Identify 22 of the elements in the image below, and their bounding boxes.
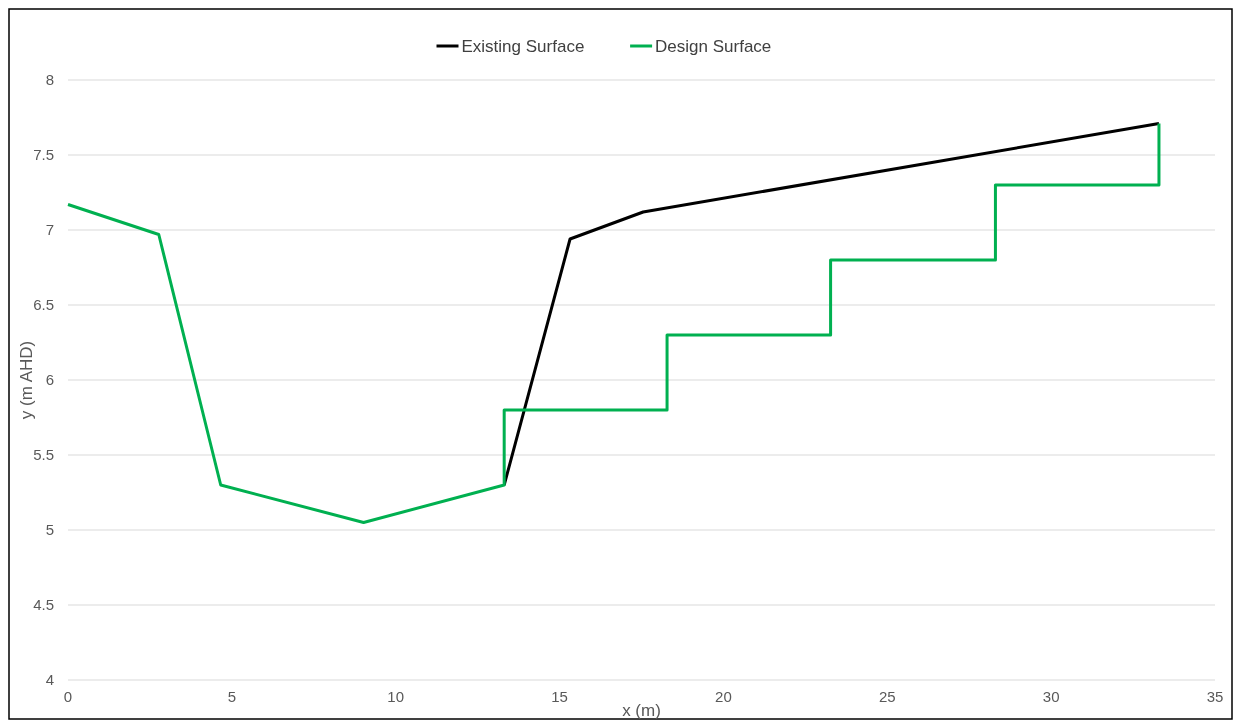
x-tick-label: 30 (1042, 688, 1060, 705)
line-series (66, 122, 1161, 524)
legend-label: Design Surface (655, 36, 772, 56)
y-tick-label: 6.5 (33, 296, 54, 314)
y-tick-label: 6 (45, 371, 54, 389)
x-tick-label: 0 (63, 688, 73, 705)
y-tick-label: 4.5 (33, 596, 54, 614)
x-tick-label: 15 (551, 688, 568, 705)
x-tick-label: 5 (227, 688, 237, 705)
y-tick-label: 7.5 (33, 146, 54, 164)
y-tick-label: 5 (45, 521, 54, 539)
y-axis-title: y (m AHD) (17, 340, 36, 420)
x-tick-label: 25 (878, 688, 896, 705)
y-tick-label: 8 (45, 71, 54, 89)
y-tick-label: 5.5 (33, 446, 54, 464)
x-tick-label: 10 (387, 688, 405, 705)
x-tick-label: 35 (1206, 688, 1224, 705)
x-axis-title: x (m) (622, 701, 661, 720)
y-tick-label: 4 (45, 671, 54, 689)
x-tick-label: 20 (715, 688, 732, 705)
y-tick-label: 7 (45, 221, 54, 239)
legend-label: Existing Surface (461, 36, 585, 56)
